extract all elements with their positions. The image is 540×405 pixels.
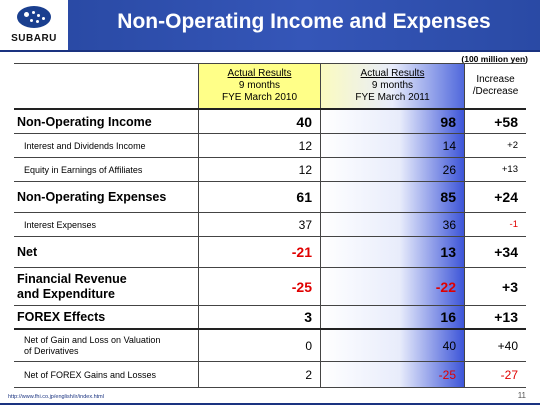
value-fye2010: 37: [198, 213, 320, 236]
value-change: +24: [464, 182, 526, 212]
value-change: +34: [464, 237, 526, 267]
table-row: Equity in Earnings of Affiliates 12 26 +…: [14, 158, 526, 182]
table-row: Net of Gain and Loss on Valuation of Der…: [14, 330, 526, 362]
row-label-line1: Financial Revenue: [17, 271, 127, 286]
value-change: +2: [464, 134, 526, 157]
header-fye2010-line3: FYE March 2010: [221, 92, 298, 103]
footer-rule: [0, 403, 540, 405]
header-fye2011-line2: 9 months: [371, 80, 414, 91]
subaru-star-emblem-icon: [17, 6, 51, 28]
table-row: FOREX Effects 3 16 +13: [14, 306, 526, 330]
value-fye2010: 12: [198, 158, 320, 181]
footer-url-link[interactable]: http://www.fhi.co.jp/english/ir/index.ht…: [8, 394, 104, 400]
value-fye2011: 36: [320, 213, 464, 236]
table-row: Non-Operating Income 40 98 +58: [14, 110, 526, 134]
title-bar: Non-Operating Income and Expenses: [68, 0, 540, 50]
table-row: Interest Expenses 37 36 -1: [14, 213, 526, 237]
table-row: Financial Revenue and Expenditure -25 -2…: [14, 268, 526, 306]
value-fye2011: -22: [320, 268, 464, 305]
header-fye2010: Actual Results 9 months FYE March 2010: [198, 64, 320, 108]
page-title: Non-Operating Income and Expenses: [117, 10, 491, 33]
page-number: 11: [517, 391, 526, 400]
row-label: Non-Operating Income: [17, 114, 152, 129]
row-label: Interest and Dividends Income: [24, 140, 146, 151]
header-blank-cell: [14, 64, 198, 108]
row-label: Financial Revenue and Expenditure: [14, 268, 198, 305]
value-fye2010: -25: [198, 268, 320, 305]
subaru-logo: SUBARU: [0, 0, 68, 50]
value-fye2011: 85: [320, 182, 464, 212]
row-label: Non-Operating Expenses: [17, 190, 167, 204]
unit-note: (100 million yen): [461, 54, 528, 64]
header-change-line1: Increase: [476, 74, 515, 85]
value-change: -27: [464, 362, 526, 387]
header-fye2011-line1: Actual Results: [360, 68, 425, 79]
value-fye2011: 40: [320, 330, 464, 361]
value-change: +3: [464, 268, 526, 305]
value-change: +58: [464, 110, 526, 133]
value-fye2010: 61: [198, 182, 320, 212]
header-change: Increase /Decrease: [464, 64, 526, 108]
value-fye2011: 26: [320, 158, 464, 181]
row-label: Net: [17, 245, 38, 259]
header-fye2010-line1: Actual Results: [227, 68, 292, 79]
row-label: Interest Expenses: [24, 219, 97, 230]
value-fye2011: 16: [320, 306, 464, 328]
value-fye2011: 98: [320, 110, 464, 133]
header-change-line2: /Decrease: [472, 86, 519, 97]
value-fye2010: -21: [198, 237, 320, 267]
table-header-row: Actual Results 9 months FYE March 2010 A…: [14, 64, 526, 110]
table-row: Net of FOREX Gains and Losses 2 -25 -27: [14, 362, 526, 388]
value-fye2011: 13: [320, 237, 464, 267]
row-label-line1: Net of Gain and Loss on Valuation: [24, 334, 161, 345]
logo-text: SUBARU: [11, 33, 57, 44]
title-underline: [0, 50, 540, 52]
row-label: FOREX Effects: [17, 310, 106, 324]
value-fye2010: 2: [198, 362, 320, 387]
value-change: +40: [464, 330, 526, 361]
row-label: Net of Gain and Loss on Valuation of Der…: [14, 330, 198, 361]
row-label-line2: of Derivatives: [24, 345, 79, 356]
table-row: Non-Operating Expenses 61 85 +24: [14, 182, 526, 213]
value-change: +13: [464, 158, 526, 181]
value-fye2010: 0: [198, 330, 320, 361]
results-table: Actual Results 9 months FYE March 2010 A…: [14, 64, 526, 388]
row-label: Equity in Earnings of Affiliates: [24, 164, 143, 175]
value-fye2010: 3: [198, 306, 320, 328]
table-top-rule: [14, 63, 526, 64]
value-fye2010: 40: [198, 110, 320, 133]
value-change: +13: [464, 306, 526, 328]
table-row: Net -21 13 +34: [14, 237, 526, 268]
value-change: -1: [464, 213, 526, 236]
header-fye2011-line3: FYE March 2011: [355, 92, 430, 103]
table-row: Interest and Dividends Income 12 14 +2: [14, 134, 526, 158]
row-label-line2: and Expenditure: [17, 286, 115, 301]
row-label: Net of FOREX Gains and Losses: [24, 369, 157, 380]
value-fye2010: 12: [198, 134, 320, 157]
header-fye2010-line2: 9 months: [238, 80, 281, 91]
value-fye2011: 14: [320, 134, 464, 157]
value-fye2011: -25: [320, 362, 464, 387]
header-fye2011: Actual Results 9 months FYE March 2011: [320, 64, 464, 108]
